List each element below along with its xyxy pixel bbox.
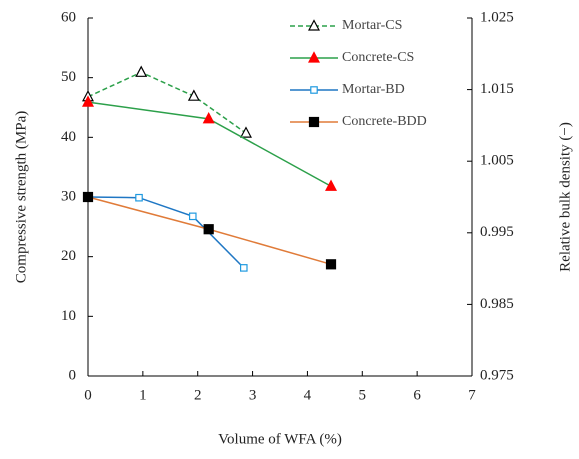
marker: [202, 112, 215, 124]
marker: [325, 179, 338, 191]
x-tick-label: 7: [468, 387, 476, 403]
marker: [187, 89, 200, 101]
y-tick-label: 30: [61, 188, 76, 204]
marker: [239, 126, 252, 138]
x-axis-label: Volume of WFA (%): [218, 431, 342, 447]
x-tick-label: 4: [304, 387, 312, 403]
legend-label: Mortar-CS: [342, 18, 402, 33]
marker: [325, 259, 337, 270]
y-tick-label: 10: [61, 308, 76, 324]
y-tick-label: 20: [61, 248, 76, 264]
x-tick-label: 2: [194, 387, 202, 403]
marker: [188, 212, 197, 221]
legend-marker: [310, 86, 318, 94]
y-tick-label: 60: [61, 9, 76, 25]
x-tick-label: 6: [413, 387, 421, 403]
series-line: [87, 71, 247, 134]
y2-tick-label: 1.025: [480, 9, 514, 25]
legend-label: Concrete-BDD: [342, 114, 427, 129]
marker: [203, 224, 214, 235]
marker: [82, 191, 94, 203]
y2-tick-label: 0.985: [480, 296, 514, 312]
y2-axis-label: Relative bulk density (−): [557, 122, 573, 272]
x-tick-label: 5: [359, 387, 367, 403]
marker: [135, 65, 148, 77]
legend-label: Mortar-BD: [342, 82, 405, 97]
series-line: [87, 196, 245, 269]
y2-tick-label: 1.015: [480, 81, 514, 97]
x-tick-label: 1: [139, 387, 147, 403]
legend-marker: [308, 51, 320, 63]
y-tick-label: 40: [61, 129, 76, 145]
y2-tick-label: 0.975: [480, 367, 514, 383]
x-tick-label: 0: [84, 387, 92, 403]
legend: Mortar-CS Concrete-CS Mortar-BD Concrete-BD…: [290, 18, 427, 129]
marker: [135, 193, 143, 202]
y2-tick-label: 1.005: [480, 153, 514, 169]
legend-marker: [308, 116, 320, 128]
marker: [82, 95, 94, 107]
marker: [239, 264, 248, 272]
y-tick-label: 0: [69, 367, 77, 383]
y-axis-label: Compressive strength (MPa): [13, 111, 29, 283]
y-tick-label: 50: [61, 69, 76, 85]
x-tick-label: 3: [249, 387, 257, 403]
legend-marker: [308, 19, 320, 31]
y2-tick-label: 0.995: [480, 224, 514, 240]
legend-label: Concrete-CS: [342, 50, 414, 65]
